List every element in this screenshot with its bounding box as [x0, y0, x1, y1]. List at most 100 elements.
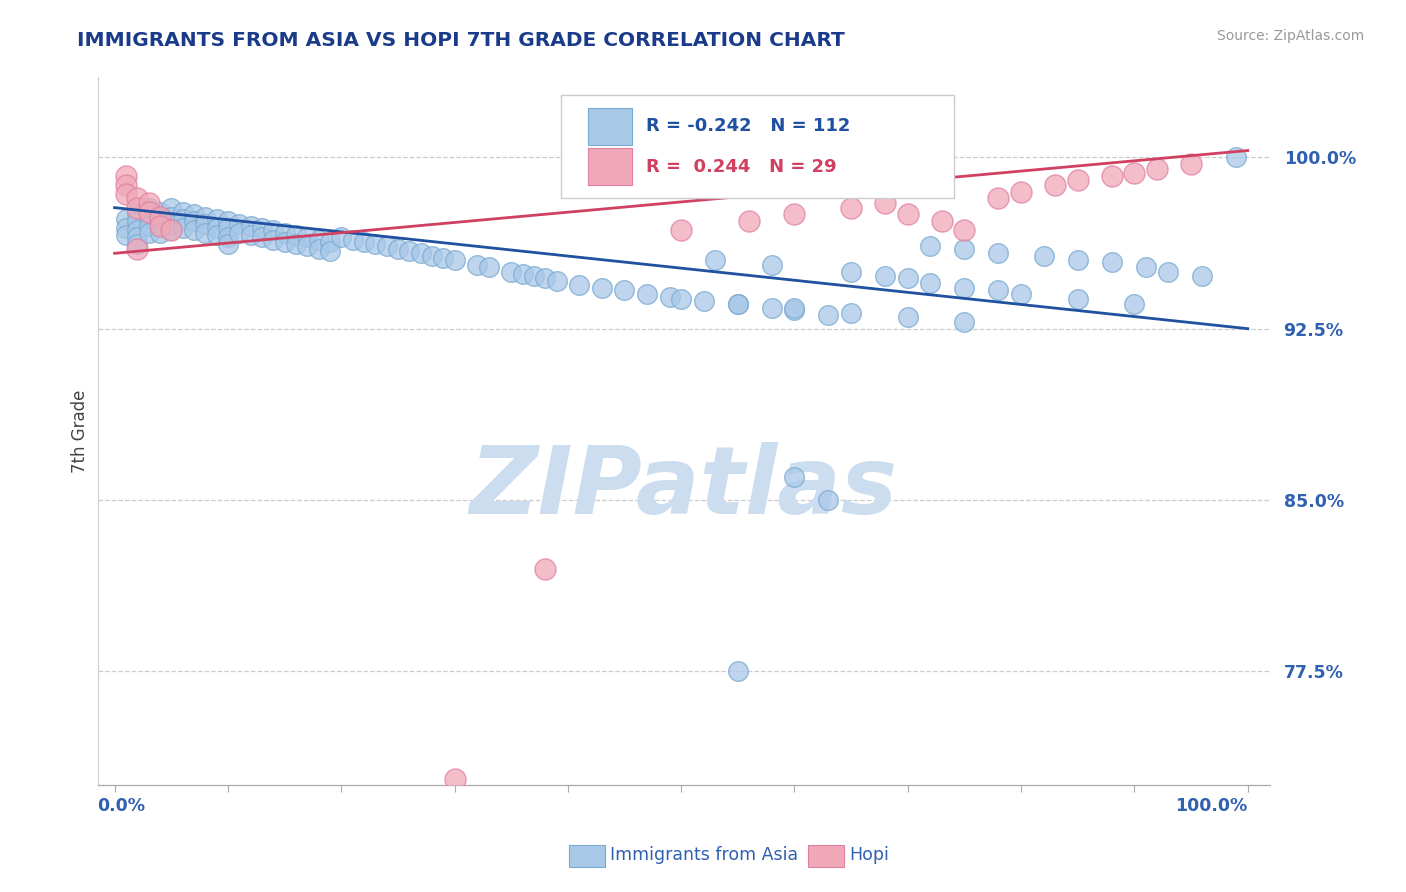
Point — [353, 235, 375, 249]
Point — [546, 274, 568, 288]
Text: Immigrants from Asia: Immigrants from Asia — [610, 847, 799, 864]
Point — [1101, 255, 1123, 269]
Point — [669, 292, 692, 306]
Point — [443, 253, 465, 268]
Point — [127, 192, 149, 206]
Point — [115, 221, 138, 235]
Point — [1043, 178, 1066, 192]
Point — [308, 233, 330, 247]
Point — [953, 280, 976, 294]
Point — [1225, 150, 1247, 164]
Point — [443, 772, 465, 786]
Point — [160, 217, 183, 231]
Text: IMMIGRANTS FROM ASIA VS HOPI 7TH GRADE CORRELATION CHART: IMMIGRANTS FROM ASIA VS HOPI 7TH GRADE C… — [77, 31, 845, 50]
Point — [295, 239, 318, 253]
Point — [138, 205, 160, 219]
Point — [897, 207, 920, 221]
Point — [738, 214, 761, 228]
Point — [1067, 253, 1090, 268]
Point — [987, 283, 1010, 297]
Point — [953, 315, 976, 329]
Point — [172, 221, 194, 235]
Point — [953, 223, 976, 237]
Point — [364, 237, 387, 252]
Point — [591, 280, 613, 294]
Point — [172, 205, 194, 219]
Point — [205, 227, 228, 242]
Point — [239, 219, 262, 233]
Point — [523, 269, 546, 284]
Point — [783, 303, 806, 318]
Point — [115, 186, 138, 201]
Point — [284, 237, 307, 252]
Point — [534, 271, 557, 285]
Point — [1123, 296, 1146, 310]
Point — [1135, 260, 1157, 274]
Point — [217, 230, 239, 244]
Point — [375, 239, 398, 253]
Bar — [588, 148, 633, 185]
Point — [817, 493, 839, 508]
Point — [149, 210, 172, 224]
Point — [115, 178, 138, 192]
Point — [273, 235, 295, 249]
Point — [127, 242, 149, 256]
Point — [138, 219, 160, 233]
Point — [127, 207, 149, 221]
Point — [839, 264, 862, 278]
Point — [897, 310, 920, 325]
Point — [115, 227, 138, 242]
Point — [987, 192, 1010, 206]
Point — [1146, 161, 1168, 176]
Y-axis label: 7th Grade: 7th Grade — [72, 390, 89, 473]
Point — [127, 201, 149, 215]
Point — [727, 665, 749, 679]
Point — [875, 269, 897, 284]
Point — [953, 242, 976, 256]
Point — [149, 212, 172, 227]
Point — [149, 226, 172, 240]
Point — [501, 264, 523, 278]
Point — [183, 207, 205, 221]
Point — [183, 223, 205, 237]
Point — [761, 301, 783, 315]
Point — [669, 223, 692, 237]
Point — [342, 233, 364, 247]
Point — [387, 242, 409, 256]
Point — [205, 212, 228, 227]
Text: ZIPatlas: ZIPatlas — [470, 442, 898, 534]
Point — [512, 267, 534, 281]
Point — [931, 214, 953, 228]
Point — [477, 260, 499, 274]
Point — [658, 290, 681, 304]
Point — [295, 230, 318, 244]
Point — [839, 306, 862, 320]
Point — [250, 230, 273, 244]
Point — [875, 196, 897, 211]
Point — [783, 301, 806, 315]
Point — [149, 205, 172, 219]
Point — [262, 233, 284, 247]
Point — [636, 287, 658, 301]
Point — [160, 223, 183, 237]
Point — [284, 227, 307, 242]
Point — [115, 212, 138, 227]
Point — [250, 221, 273, 235]
Point — [149, 219, 172, 233]
FancyBboxPatch shape — [561, 95, 953, 198]
Point — [217, 214, 239, 228]
Point — [839, 201, 862, 215]
Text: R = -0.242   N = 112: R = -0.242 N = 112 — [647, 118, 851, 136]
Point — [1010, 185, 1032, 199]
Point — [727, 296, 749, 310]
Point — [432, 251, 454, 265]
Point — [160, 210, 183, 224]
Point — [308, 242, 330, 256]
Point — [534, 561, 557, 575]
Point — [127, 230, 149, 244]
Point — [228, 217, 250, 231]
Point — [1067, 292, 1090, 306]
Point — [149, 219, 172, 233]
Point — [127, 223, 149, 237]
Text: Source: ZipAtlas.com: Source: ZipAtlas.com — [1216, 29, 1364, 43]
